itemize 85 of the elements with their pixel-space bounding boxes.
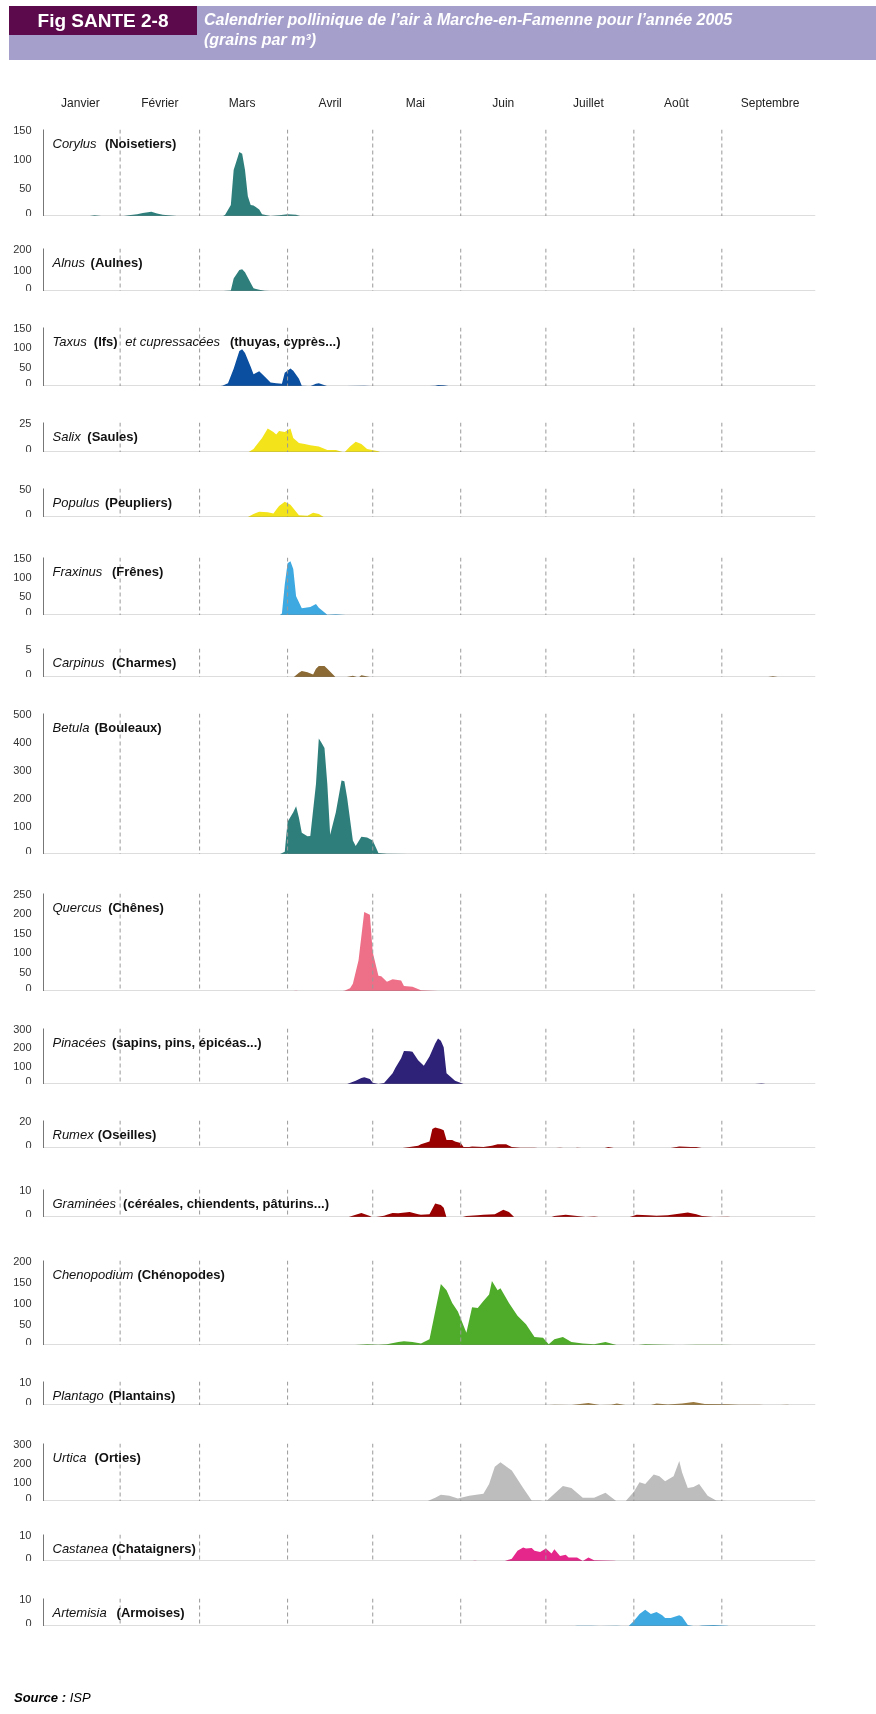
- y-tick-label: 10: [19, 1528, 32, 1541]
- text: Quercus (Chênes): [52, 900, 164, 915]
- y-tick-label: 0: [25, 844, 32, 857]
- text: Urtica (Orties): [52, 1450, 141, 1465]
- y-tick-label: 200: [13, 907, 32, 920]
- y-tick-label: 10: [19, 1375, 32, 1388]
- y-tick-label: 0: [25, 281, 32, 294]
- y-tick-label: 100: [13, 1297, 32, 1309]
- y-tick-label: 100: [13, 1476, 32, 1489]
- y-tick-label: 200: [13, 792, 32, 805]
- x-tick-label: Juin: [492, 95, 515, 110]
- y-tick-label: 0: [25, 1138, 32, 1151]
- y-tick-label: 25: [19, 416, 32, 429]
- y-tick-label: 150: [13, 1275, 32, 1288]
- y-tick-label: 50: [19, 181, 32, 194]
- text: Rumex (Oseilles): [52, 1127, 157, 1142]
- x-tick-label: Mars: [228, 95, 256, 110]
- y-tick-label: 200: [13, 1456, 32, 1469]
- y-tick-label: 150: [13, 321, 32, 334]
- y-tick-label: 300: [13, 763, 32, 776]
- x-tick-label: Avril: [318, 95, 342, 110]
- y-tick-label: 0: [25, 442, 32, 455]
- y-tick-label: 5: [25, 642, 32, 655]
- y-tick-label: 150: [13, 926, 32, 939]
- y-tick-label: 50: [19, 965, 32, 978]
- x-tick-label: Février: [141, 95, 179, 110]
- y-tick-label: 300: [13, 1437, 32, 1450]
- y-tick-label: 10: [19, 1592, 32, 1605]
- y-tick-label: 20: [19, 1114, 32, 1127]
- y-tick-label: 200: [13, 242, 32, 255]
- text: Artemisia (Armoises): [51, 1605, 185, 1620]
- text: Plantago (Plantains): [52, 1388, 176, 1403]
- text: Populus (Peupliers): [52, 495, 173, 510]
- x-tick-label: Août: [664, 95, 690, 110]
- text: Taxus (Ifs) et cupressacées (thuyas, cyprès...): [52, 334, 341, 349]
- y-tick-label: 300: [13, 1022, 32, 1035]
- y-tick-label: 0: [25, 507, 32, 520]
- y-tick-label: 50: [19, 590, 32, 603]
- text: Fraxinus (Frênes): [52, 564, 164, 579]
- y-tick-label: 0: [25, 1207, 32, 1220]
- text: Carpinus (Charmes): [52, 655, 177, 670]
- y-tick-label: 0: [25, 206, 32, 219]
- y-tick-label: 10: [19, 1183, 32, 1196]
- y-tick-label: 100: [13, 264, 32, 276]
- text: Salix (Saules): [52, 429, 138, 444]
- y-tick-label: 200: [13, 1254, 32, 1267]
- x-tick-label: Septembre: [740, 95, 800, 110]
- text: Calendrier pollinique de l’air à Marche-en-Famenne pour l’année 2005 (grains par m³): [204, 10, 734, 50]
- source-note: Source : ISP: [14, 1690, 91, 1705]
- y-tick-label: 0: [25, 1335, 32, 1348]
- y-tick-label: 100: [13, 946, 32, 959]
- y-tick-label: 100: [13, 1059, 32, 1072]
- y-tick-label: 400: [13, 735, 32, 748]
- y-tick-label: 0: [25, 1395, 32, 1408]
- y-tick-label: 0: [25, 376, 32, 389]
- y-tick-label: 50: [19, 482, 32, 495]
- y-tick-label: 0: [25, 667, 32, 680]
- y-tick-label: 0: [25, 1616, 32, 1629]
- x-tick-label: Mai: [405, 95, 425, 110]
- text: Castanea (Chataigners): [52, 1541, 196, 1556]
- y-tick-label: 200: [13, 1041, 32, 1054]
- text: Corylus (Noisetiers): [52, 136, 177, 151]
- text: Alnus (Aulnes): [51, 255, 143, 270]
- x-tick-label: Janvier: [61, 95, 100, 110]
- y-tick-label: 500: [13, 707, 32, 720]
- y-tick-label: 150: [13, 123, 32, 136]
- text: Graminées (céréales, chiendents, pâturins...): [52, 1196, 329, 1211]
- text: Betula (Bouleaux): [52, 720, 162, 735]
- y-tick-label: 0: [25, 981, 32, 994]
- y-tick-label: 150: [13, 551, 32, 564]
- x-tick-label: Juillet: [573, 95, 605, 110]
- text: Chenopodium (Chénopodes): [52, 1267, 225, 1282]
- text: Fig SANTE 2-8: [9, 6, 197, 35]
- y-tick-label: 0: [25, 1491, 32, 1504]
- y-tick-label: 0: [25, 605, 32, 618]
- y-tick-label: 100: [13, 152, 32, 165]
- y-tick-label: 50: [19, 360, 32, 373]
- y-tick-label: 100: [13, 341, 32, 354]
- y-tick-label: 50: [19, 1318, 32, 1331]
- y-tick-label: 100: [13, 820, 32, 833]
- y-tick-label: 0: [25, 1551, 32, 1564]
- text: Pinacées (sapins, pins, épicéas...): [52, 1035, 262, 1050]
- y-tick-label: 100: [13, 570, 32, 583]
- y-tick-label: 250: [13, 887, 32, 900]
- y-tick-label: 0: [25, 1074, 32, 1087]
